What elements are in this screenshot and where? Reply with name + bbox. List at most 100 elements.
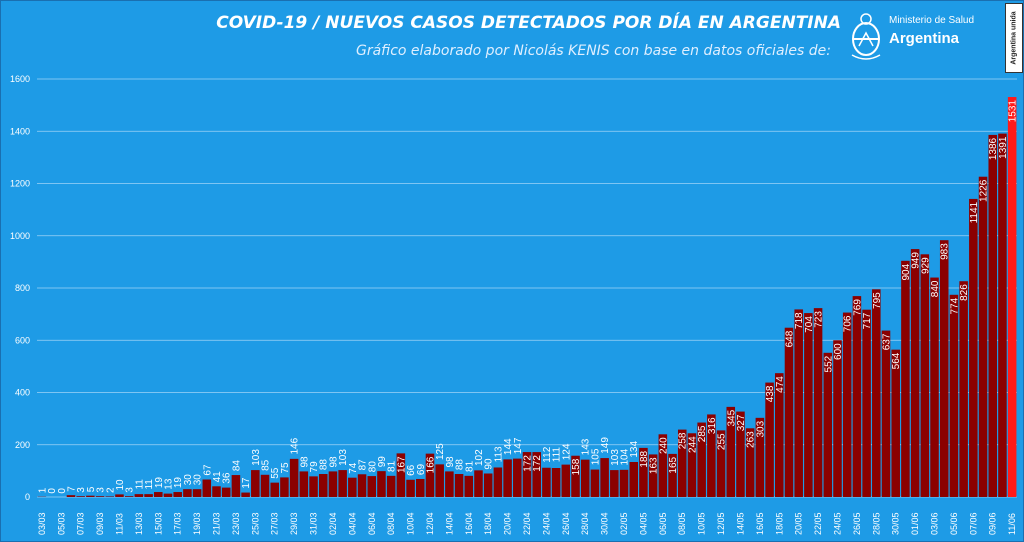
bar [280,477,289,497]
bar [173,492,182,497]
x-tick-label: 08/04 [386,512,396,535]
x-tick-label: 02/05 [619,512,629,535]
data-label: 19 [154,477,165,489]
y-tick-label: 1000 [10,231,30,241]
data-label: 172 [532,455,543,472]
x-tick-label: 15/03 [153,512,163,535]
bar [745,428,755,497]
data-label: 98 [328,456,339,468]
x-tick-label: 02/04 [328,512,338,535]
data-label: 172 [523,455,534,472]
chart-subtitle: Gráfico elaborado por Nicolás KENIS con … [355,43,831,59]
x-tick-label: 06/04 [367,512,377,535]
data-label: 795 [872,292,883,309]
data-label: 146 [290,437,301,454]
x-tick-label: 01/06 [910,512,920,535]
data-label: 113 [493,446,504,462]
data-label: 1 [37,487,48,493]
data-label: 105 [590,448,601,465]
bar [221,487,231,497]
x-tick-label: 04/05 [638,512,648,535]
data-label: 0 [47,488,58,494]
bar [493,467,503,497]
data-label: 474 [775,376,786,393]
data-label: 90 [484,458,495,470]
bar [260,474,270,497]
x-tick-label: 03/06 [930,512,940,535]
data-label: 723 [814,311,825,328]
data-label: 826 [959,284,970,301]
bar [590,469,600,497]
data-label: 244 [687,436,698,453]
x-tick-label: 16/04 [464,512,474,535]
bar [775,373,784,497]
bar [716,430,726,497]
bar [804,313,813,497]
data-label: 929 [920,257,931,274]
data-label: 103 [338,449,349,466]
data-label: 124 [561,443,572,460]
bar [454,474,464,497]
bar [842,312,852,497]
x-tick-label: 31/03 [309,512,319,535]
x-tick-label: 03/03 [37,512,47,535]
data-label: 10 [115,479,126,491]
bar [474,470,483,497]
data-label: 13 [163,478,174,490]
bar [551,468,561,497]
bar [445,471,454,497]
data-label: 904 [901,263,912,280]
data-label: 79 [309,461,320,473]
x-tick-label: 22/05 [813,512,823,535]
bar [464,475,474,497]
x-tick-label: 25/03 [250,512,260,535]
bar [794,309,803,497]
bar [668,453,677,497]
bar [852,296,862,497]
bar [901,260,910,497]
argentina-unida-tag: Argentina unida [1005,3,1023,73]
data-label: 166 [425,456,436,473]
y-tick-label: 1200 [10,179,30,189]
data-label: 263 [746,431,757,448]
tag-text: Argentina unida [1010,11,1018,65]
x-tick-label: 28/04 [580,512,590,535]
bar [580,459,590,497]
data-label: 163 [649,457,660,474]
x-tick-label: 08/05 [677,512,687,535]
bar [503,459,512,497]
data-label: 19 [173,477,184,489]
x-tick-label: 18/05 [774,512,784,535]
bar [658,434,668,497]
bar [183,489,192,497]
x-tick-label: 10/04 [406,512,416,535]
x-tick-label: 26/05 [852,512,862,535]
x-tick-label: 05/06 [949,512,959,535]
bar [415,478,425,497]
data-label: 303 [755,420,766,437]
bar [707,414,716,497]
bar [619,469,629,497]
data-label: 84 [231,460,242,472]
bar [66,495,76,497]
x-tick-label: 14/04 [444,512,454,535]
data-label: 88 [319,459,330,471]
bar [542,467,551,497]
bar [930,277,939,497]
data-label: 167 [396,456,407,473]
bar [978,176,988,497]
bar [813,308,823,497]
data-label: 36 [222,472,233,484]
bar [969,198,978,497]
data-label: 74 [348,462,359,474]
x-tick-label: 19/03 [192,512,202,535]
bar [949,294,959,497]
bar [920,254,930,497]
bar [765,382,774,497]
bar [891,349,900,497]
x-tick-label: 21/03 [212,512,222,535]
x-tick-label: 16/05 [755,512,765,535]
data-label: 75 [280,462,291,474]
bar [231,475,241,497]
